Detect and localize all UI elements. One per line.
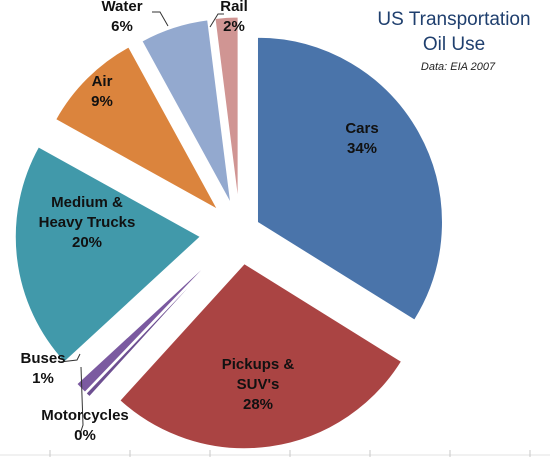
pie-slice-pickups: [119, 263, 403, 450]
pie-slice-buses: [76, 258, 214, 393]
slice-percent: 34%: [347, 140, 377, 157]
slice-percent: 28%: [243, 396, 273, 413]
pie-slices: [14, 16, 443, 450]
slice-label: Pickups & SUV's 28%: [222, 356, 295, 413]
pie-slice-air: [55, 46, 219, 211]
slice-name: Pickups &: [222, 356, 295, 373]
leader-line: [59, 353, 81, 363]
slice-name: Medium &: [51, 194, 123, 211]
chart-title-line-1: US Transportation: [377, 9, 530, 30]
slice-label: Motorcycles 0%: [41, 407, 129, 444]
leader-line: [152, 11, 169, 27]
slice-labels: Cars 34% Pickups & SUV's 28% Motorcycles 0% Bus…: [20, 0, 378, 444]
slice-percent: 6%: [111, 18, 133, 35]
slice-label: Air 9%: [91, 73, 113, 110]
slice-name: Motorcycles: [41, 407, 129, 424]
slice-percent: 0%: [74, 427, 96, 444]
slice-name: Rail: [220, 0, 248, 15]
leader-line: [209, 13, 224, 28]
slice-name: Water: [101, 0, 142, 15]
slice-label: Water 6%: [101, 0, 142, 35]
pie-slice-motorcycles: [85, 259, 215, 398]
slice-name: Cars: [345, 120, 378, 137]
slice-percent: 1%: [32, 370, 54, 387]
pie-slice-cars: [256, 36, 443, 321]
pie-slice-medium: [14, 146, 202, 363]
leader-line: [79, 366, 84, 435]
slice-percent: 20%: [72, 234, 102, 251]
slice-name: Heavy Trucks: [39, 214, 136, 231]
slice-label: Cars 34%: [345, 120, 378, 157]
slice-label: Medium & Heavy Trucks 20%: [39, 194, 136, 251]
chart-subtitle: Data: EIA 2007: [421, 61, 496, 73]
pie-slice-water: [141, 19, 232, 204]
chart-title-line-2: Oil Use: [423, 34, 485, 55]
baseline-ticks: [0, 450, 550, 457]
slice-label: Rail 2%: [220, 0, 248, 35]
slice-percent: 2%: [223, 18, 245, 35]
slice-name: Buses: [20, 350, 65, 367]
slice-percent: 9%: [91, 93, 113, 110]
slice-name: Air: [92, 73, 113, 90]
slice-label: Buses 1%: [20, 350, 65, 387]
leader-lines: [59, 11, 224, 435]
slice-name: SUV's: [237, 376, 280, 393]
